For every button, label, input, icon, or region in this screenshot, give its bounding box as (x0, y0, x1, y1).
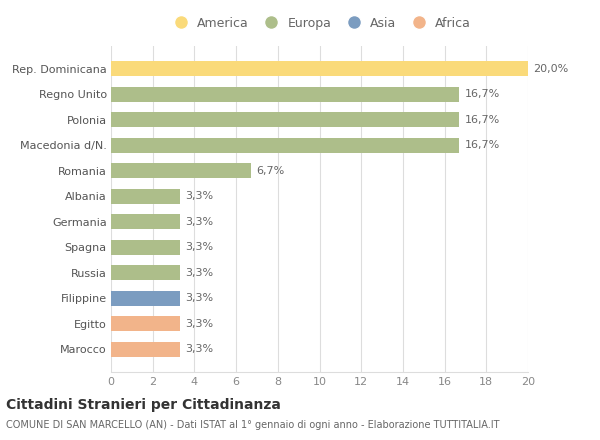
Text: 3,3%: 3,3% (185, 242, 213, 252)
Text: COMUNE DI SAN MARCELLO (AN) - Dati ISTAT al 1° gennaio di ogni anno - Elaborazio: COMUNE DI SAN MARCELLO (AN) - Dati ISTAT… (6, 420, 499, 430)
Text: 3,3%: 3,3% (185, 345, 213, 354)
Bar (111, 138, 459, 153)
Bar (111, 240, 180, 255)
Text: 3,3%: 3,3% (185, 319, 213, 329)
Text: 3,3%: 3,3% (185, 217, 213, 227)
Bar (111, 189, 180, 204)
Text: Cittadini Stranieri per Cittadinanza: Cittadini Stranieri per Cittadinanza (6, 398, 281, 412)
Text: 16,7%: 16,7% (464, 89, 500, 99)
Bar (111, 112, 459, 127)
Legend: America, Europa, Asia, Africa: America, Europa, Asia, Africa (168, 17, 471, 29)
Text: 16,7%: 16,7% (464, 115, 500, 125)
Bar (111, 87, 459, 102)
Bar (111, 316, 180, 331)
Text: 3,3%: 3,3% (185, 191, 213, 201)
Text: 3,3%: 3,3% (185, 268, 213, 278)
Bar (111, 163, 251, 178)
Text: 6,7%: 6,7% (256, 166, 284, 176)
Bar (111, 265, 180, 280)
Text: 20,0%: 20,0% (533, 64, 568, 73)
Bar (111, 214, 180, 229)
Text: 3,3%: 3,3% (185, 293, 213, 303)
Bar (111, 342, 180, 357)
Text: 16,7%: 16,7% (464, 140, 500, 150)
Bar (111, 291, 180, 306)
Bar (111, 61, 528, 76)
